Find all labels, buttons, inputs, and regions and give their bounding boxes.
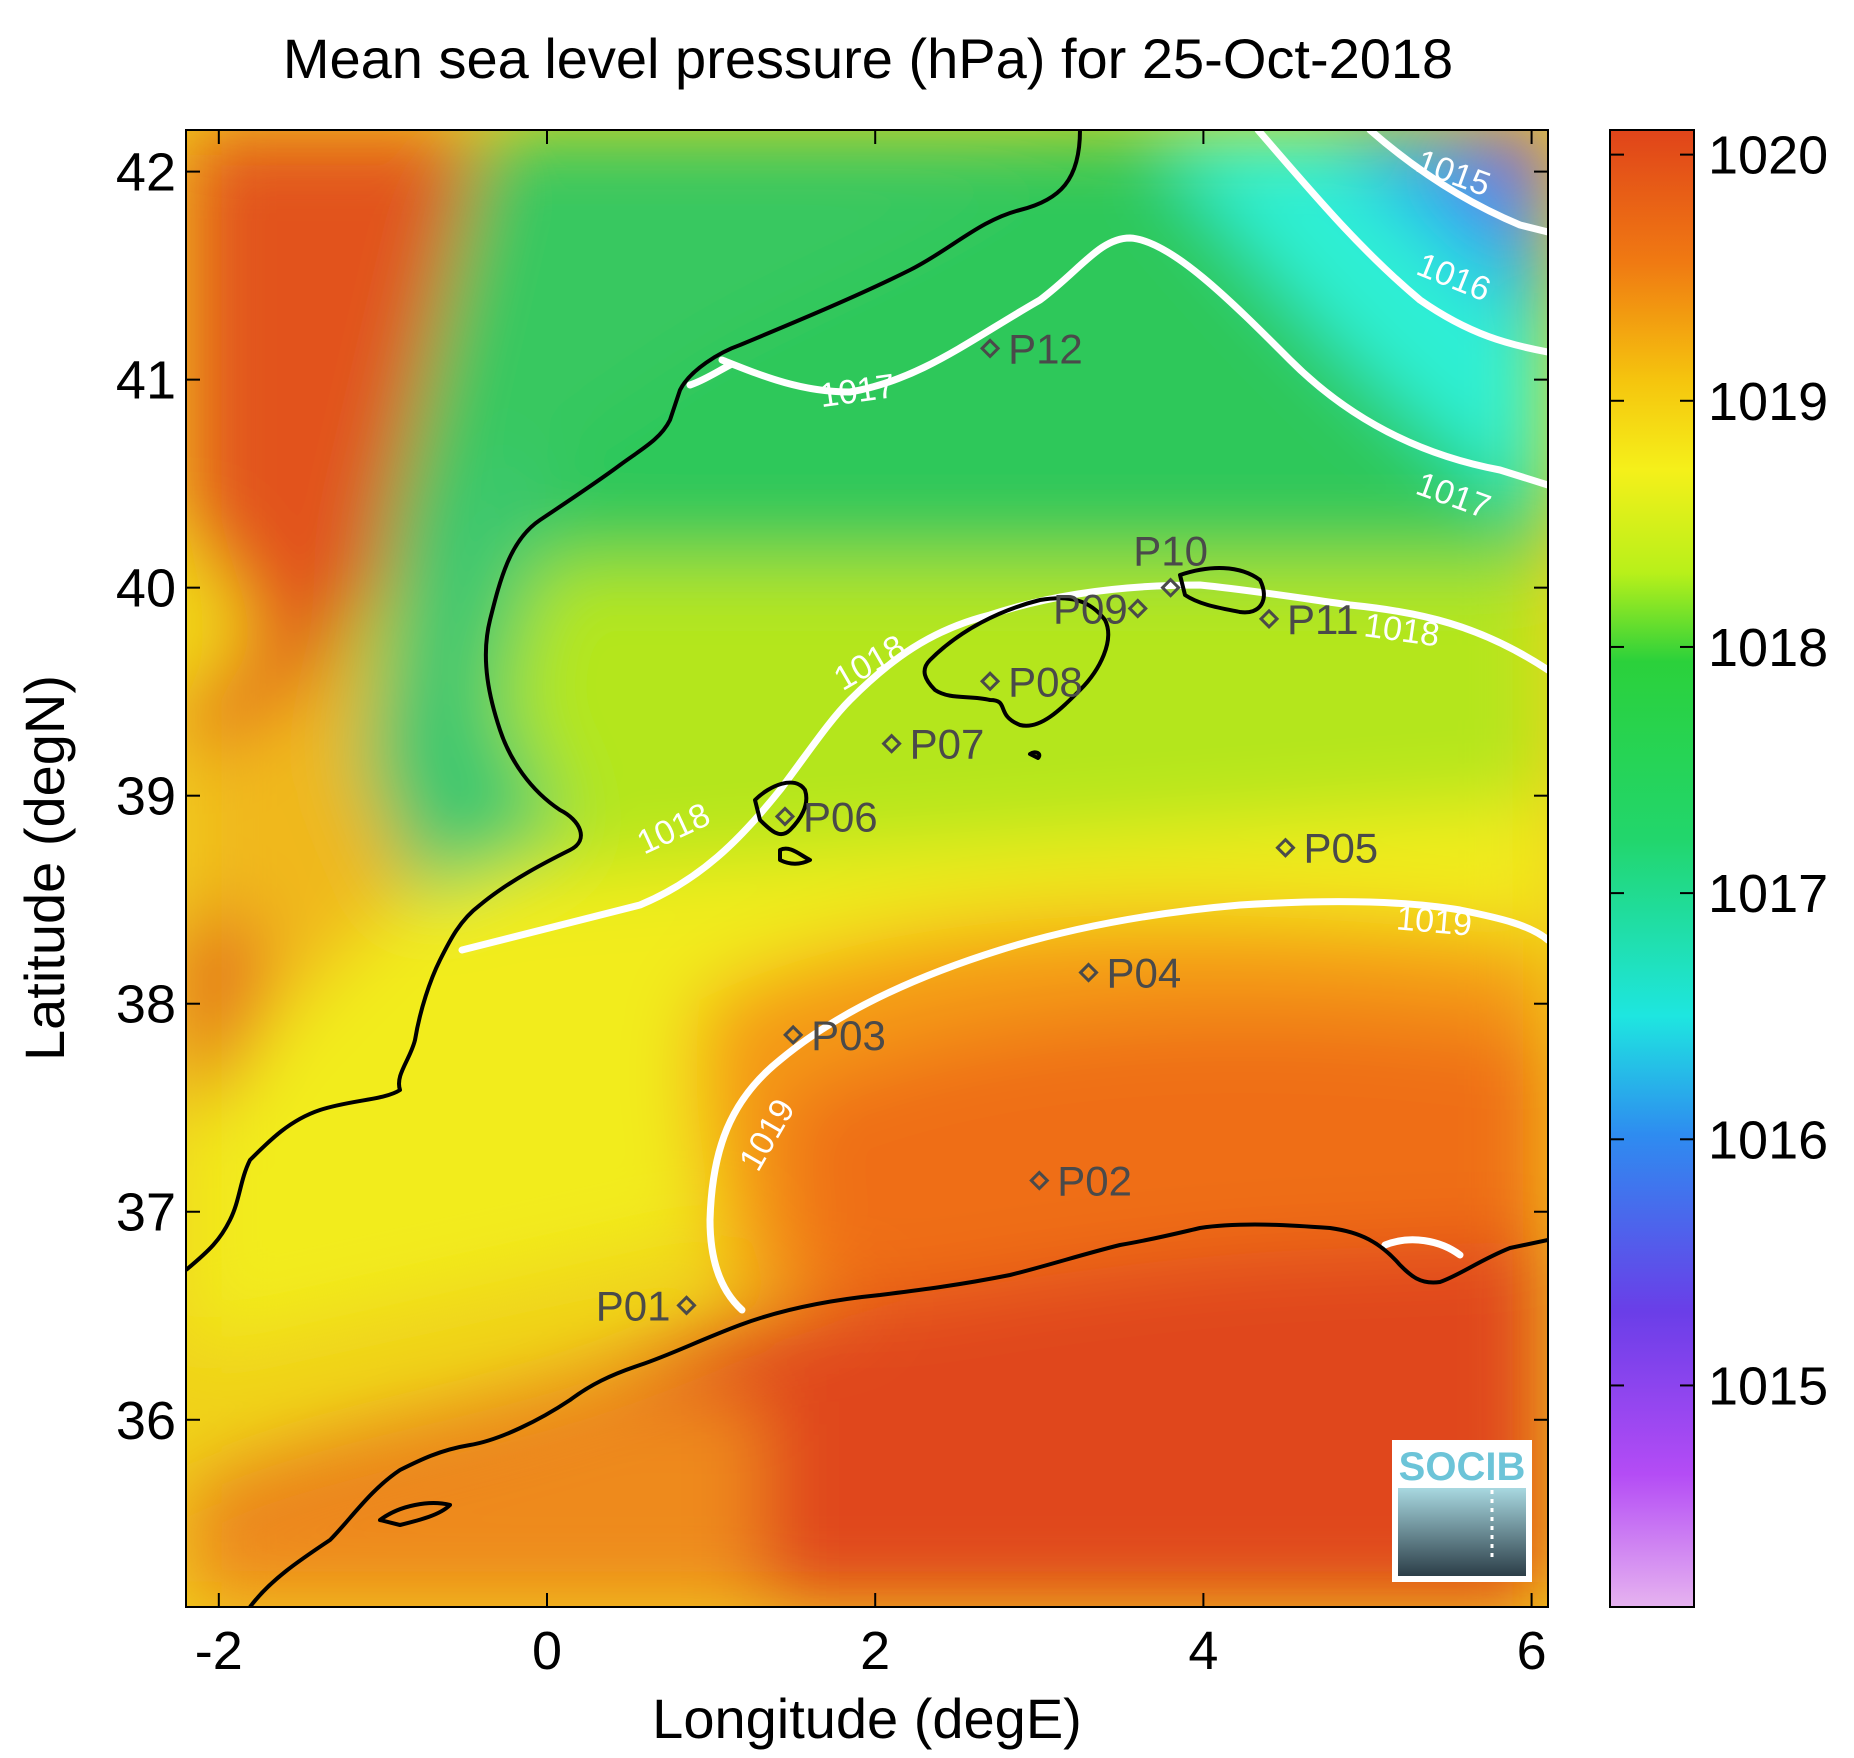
station-marker	[979, 671, 1001, 692]
station-label: P07	[910, 721, 985, 768]
station-marker	[881, 733, 902, 754]
station-marker	[1258, 608, 1280, 629]
station-marker	[979, 338, 1001, 359]
coastline-ibiza	[753, 780, 809, 837]
coastline-africa	[248, 1222, 1548, 1607]
y-axis: 36 37 38 39 40 41 42	[116, 143, 1548, 1451]
station-label: P11	[1287, 596, 1359, 643]
coastline-mallorca	[922, 596, 1111, 728]
y-tick-label: 38	[116, 975, 176, 1035]
y-tick-label: 42	[116, 143, 176, 203]
coastline-menorca	[1178, 566, 1266, 615]
colorbar-gradient	[1609, 129, 1695, 1608]
contour-label: 1019	[1395, 899, 1474, 943]
contour-1019	[706, 898, 1548, 1314]
x-axis-label: Longitude (degE)	[652, 1687, 1082, 1750]
station-label: P03	[811, 1012, 886, 1059]
y-tick-label: 36	[116, 1391, 176, 1451]
colorbar-tick-label: 1017	[1708, 864, 1828, 924]
colorbar-tick-label: 1019	[1708, 372, 1828, 432]
colorbar-tick-label: 1020	[1708, 126, 1828, 186]
station-label: P02	[1057, 1158, 1132, 1205]
station-marker	[1160, 577, 1181, 598]
x-tick-label: 2	[860, 1621, 890, 1681]
station-label: P09	[1053, 585, 1128, 632]
x-tick-label: 6	[1517, 1621, 1547, 1681]
station-marker	[1029, 1170, 1050, 1191]
colorbar: 1015 1016 1017 1018 1019 1020	[1609, 126, 1828, 1608]
contour-1017	[718, 234, 1548, 489]
coastline-formentera	[778, 846, 812, 866]
colorbar-tick-label: 1015	[1708, 1356, 1828, 1416]
y-axis-label: Latitude (degN)	[13, 675, 76, 1061]
contour-1019-east	[1381, 1236, 1464, 1259]
socib-logo: SOCIB	[1392, 1440, 1532, 1582]
station-marker	[1127, 598, 1148, 619]
station-label: P06	[803, 793, 878, 840]
x-tick-label: -2	[195, 1621, 243, 1681]
y-tick-label: 37	[116, 1183, 176, 1243]
coastline-alboran	[378, 1501, 452, 1527]
coastline-cabrera	[1028, 750, 1042, 760]
station-label: P01	[596, 1282, 671, 1329]
coastline-iberia	[186, 130, 1082, 1272]
y-tick-label: 41	[116, 351, 176, 411]
station-marker	[783, 1024, 804, 1046]
station-marker	[1275, 837, 1296, 858]
station-label: P10	[1133, 528, 1208, 575]
x-axis: -2 0 2 4 6	[195, 130, 1547, 1681]
y-tick-label: 40	[116, 559, 176, 619]
station-marker	[774, 806, 796, 827]
station-label: P04	[1107, 950, 1182, 997]
colorbar-tick-label: 1018	[1708, 618, 1828, 678]
logo-text: SOCIB	[1399, 1445, 1526, 1489]
station-label: P08	[1008, 658, 1083, 705]
y-tick-label: 39	[116, 767, 176, 827]
station-marker	[676, 1295, 697, 1316]
contour-1016	[1254, 130, 1548, 356]
contour-1015	[1366, 130, 1548, 236]
station-label: P05	[1303, 825, 1378, 872]
contour-1017-west	[686, 361, 734, 389]
station-marker	[1078, 962, 1099, 983]
x-tick-label: 4	[1188, 1621, 1218, 1681]
colorbar-tick-label: 1016	[1708, 1110, 1828, 1170]
x-tick-label: 0	[532, 1621, 562, 1681]
map-frame	[185, 129, 1549, 1608]
contour-1018	[458, 581, 1548, 954]
station-label: P12	[1008, 325, 1083, 372]
chart-title: Mean sea level pressure (hPa) for 25-Oct…	[283, 27, 1453, 90]
